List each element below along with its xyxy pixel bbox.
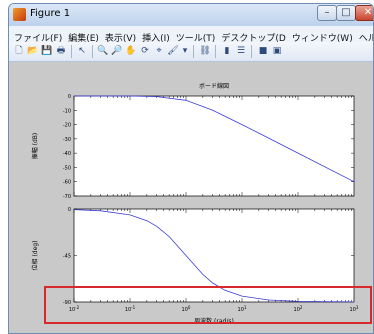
x-tick-label: 10-1 xyxy=(125,305,136,313)
highlight-annotation-box xyxy=(44,286,372,324)
y-axis-label: 位相 (deg) xyxy=(31,241,39,271)
y-tick-label: -40 xyxy=(63,151,71,157)
y-tick-label: -50 xyxy=(63,165,71,171)
toolbar-separator xyxy=(71,45,72,58)
x-tick-label: 10-2 xyxy=(69,305,80,313)
menu-tools[interactable]: ツール(T) xyxy=(175,34,216,42)
y-tick-label: -45 xyxy=(63,254,71,260)
close-button[interactable]: ✕ xyxy=(355,5,373,21)
x-tick-label: 100 xyxy=(182,305,191,313)
menu-file[interactable]: ファイル(F) xyxy=(14,34,63,42)
save-icon[interactable]: 💾 xyxy=(41,46,53,56)
y-tick-label: 0 xyxy=(68,207,71,213)
y-tick-label: -70 xyxy=(63,194,71,200)
y-tick-label: 0 xyxy=(68,94,71,100)
chart-title: ボード線図 xyxy=(199,82,229,90)
hide-plot-tools-icon[interactable]: ■ xyxy=(258,46,268,56)
menu-bar: ファイル(F) 編集(E) 表示(V) 挿入(I) ツール(T) デスクトップ(D ウィンド… xyxy=(9,26,373,42)
magnitude-axes[interactable]: 0 -10 -20 -30 -40 -50 -60 -70 振幅 (dB) ボード線図 xyxy=(31,82,355,200)
y-tick-label: -90 xyxy=(63,300,71,306)
x-tick-label: 102 xyxy=(294,305,303,313)
pan-hand-icon[interactable]: ✋ xyxy=(125,46,137,56)
series-line xyxy=(73,209,355,303)
maximize-button[interactable]: □ xyxy=(336,5,356,21)
print-icon[interactable]: 🖶 xyxy=(56,46,66,56)
link-plot-icon[interactable]: ⛓ xyxy=(199,46,211,56)
x-tick-label: 101 xyxy=(238,305,247,313)
y-tick-label: -30 xyxy=(63,137,71,143)
x-tick-label: 103 xyxy=(350,305,359,313)
minimize-button[interactable]: – xyxy=(317,5,337,21)
brush-dropdown-icon[interactable]: ▾ xyxy=(182,46,188,56)
menu-help[interactable]: ヘルプ(H) xyxy=(358,34,373,42)
data-cursor-icon[interactable]: ⌖ xyxy=(156,46,162,56)
window-title: Figure 1 xyxy=(30,8,71,19)
y-tick-label: -20 xyxy=(63,123,71,129)
figure-window: Figure 1 – □ ✕ ファイル(F) 編集(E) 表示(V) 挿入(I) ツール… xyxy=(8,3,374,334)
series-line xyxy=(74,95,355,183)
menu-insert[interactable]: 挿入(I) xyxy=(142,34,170,42)
menu-view[interactable]: 表示(V) xyxy=(104,34,137,42)
new-figure-icon[interactable]: 🗋 xyxy=(15,46,23,56)
title-bar[interactable]: Figure 1 – □ ✕ xyxy=(9,4,373,26)
rotate-3d-icon[interactable]: ⟳ xyxy=(141,46,149,56)
brush-icon[interactable]: 🖌 xyxy=(167,46,179,56)
toolbar-separator xyxy=(215,45,216,58)
y-axis-label: 振幅 (dB) xyxy=(31,133,39,160)
matlab-app-icon xyxy=(13,8,26,21)
zoom-in-icon[interactable]: 🔍 xyxy=(97,46,109,56)
show-plot-tools-icon[interactable]: ▣ xyxy=(272,46,282,56)
y-tick-label: -60 xyxy=(63,180,71,186)
x-axis-label: 周波数 (rad/s) xyxy=(194,317,234,325)
y-tick-label: -10 xyxy=(63,108,71,114)
menu-desktop[interactable]: デスクトップ(D xyxy=(221,34,286,42)
open-file-icon[interactable]: 📂 xyxy=(27,46,39,56)
toolbar-separator xyxy=(193,45,194,58)
legend-icon[interactable]: ☰ xyxy=(236,46,246,56)
menu-edit[interactable]: 編集(E) xyxy=(68,34,99,42)
figure-toolbar: 🗋 📂 💾 🖶 ↖ 🔍 🔎 ✋ ⟳ ⌖ 🖌 ▾ ⛓ ▮ ☰ ■ ▣ xyxy=(9,42,373,62)
toolbar-separator xyxy=(92,45,93,58)
menu-window[interactable]: ウィンドウ(W) xyxy=(291,34,353,42)
toolbar-separator xyxy=(251,45,252,58)
zoom-out-icon[interactable]: 🔎 xyxy=(111,46,123,56)
colorbar-icon[interactable]: ▮ xyxy=(224,46,230,56)
edit-plot-arrow-icon[interactable]: ↖ xyxy=(78,46,86,56)
plot-area xyxy=(73,95,355,197)
